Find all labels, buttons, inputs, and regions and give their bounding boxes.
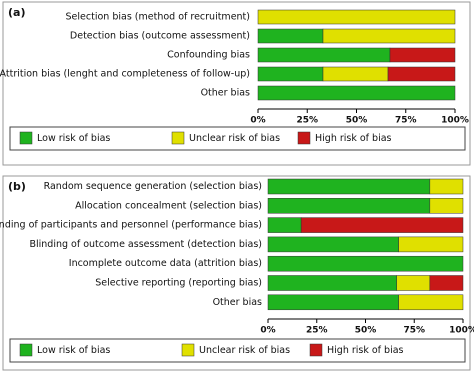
x-tick-label: 0% — [250, 116, 265, 126]
panel-label: (a) — [8, 6, 25, 19]
category-label: Blinding of participants and personnel (… — [0, 220, 262, 231]
legend-box — [9, 126, 466, 151]
bar-segment — [398, 294, 464, 311]
bar-segment — [398, 236, 464, 253]
panel-frame — [2, 175, 471, 371]
bar-segment — [429, 178, 464, 195]
bar-segment — [322, 66, 389, 82]
legend-swatch — [297, 131, 311, 145]
bar-segment — [257, 85, 456, 101]
panel-label: (b) — [8, 180, 26, 193]
legend-label: Low risk of bias — [37, 133, 110, 144]
bar-segment — [267, 255, 464, 272]
bar-segment — [429, 198, 464, 214]
category-label: Other bias — [201, 88, 250, 99]
legend-swatch — [19, 343, 33, 357]
category-label: Selection bias (method of recruitment) — [66, 12, 250, 23]
legend-label: High risk of bias — [327, 345, 404, 356]
bar-segment — [267, 178, 431, 195]
legend-label: Unclear risk of bias — [199, 345, 290, 356]
bar-segment — [267, 236, 399, 253]
bar-segment — [429, 275, 464, 291]
bar-segment — [387, 66, 456, 82]
legend-swatch — [171, 131, 185, 145]
bar-segment — [267, 217, 302, 233]
x-tick-label: 75% — [395, 116, 417, 126]
category-label: Allocation concealment (selection bias) — [75, 200, 262, 211]
category-label: Selective reporting (reporting bias) — [95, 278, 262, 289]
x-tick-label: 0% — [260, 326, 275, 336]
x-tick-label: 50% — [355, 326, 377, 336]
bar-segment — [267, 294, 399, 311]
legend-box — [9, 338, 466, 363]
x-tick-label: 100% — [441, 116, 469, 126]
bar-segment — [300, 217, 464, 233]
bar-segment — [257, 9, 456, 25]
bar-segment — [267, 275, 397, 291]
bar-segment — [257, 28, 324, 44]
bar-segment — [322, 28, 456, 44]
x-tick-label: 100% — [449, 326, 474, 336]
bar-segment — [257, 66, 324, 82]
legend-swatch — [19, 131, 33, 145]
legend-swatch — [309, 343, 323, 357]
bar-segment — [389, 47, 456, 63]
x-tick-label: 50% — [346, 116, 368, 126]
panel-frame — [2, 1, 471, 166]
category-label: Confounding bias — [167, 50, 250, 61]
category-label: Attrition bias (lenght and completeness … — [0, 69, 250, 80]
legend-swatch — [181, 343, 195, 357]
category-label: Detection bias (outcome assessment) — [70, 31, 250, 42]
category-label: Blinding of outcome assessment (detectio… — [29, 239, 262, 250]
category-label: Other bias — [213, 297, 262, 308]
legend-label: High risk of bias — [315, 133, 392, 144]
bar-segment — [396, 275, 431, 291]
category-label: Random sequence generation (selection bi… — [44, 181, 262, 192]
bar-segment — [257, 47, 391, 63]
category-label: Incomplete outcome data (attrition bias) — [69, 258, 262, 269]
bar-segment — [267, 198, 431, 214]
x-tick-label: 25% — [306, 326, 328, 336]
legend-label: Unclear risk of bias — [189, 133, 280, 144]
x-tick-label: 25% — [296, 116, 318, 126]
x-tick-label: 75% — [403, 326, 425, 336]
legend-label: Low risk of bias — [37, 345, 110, 356]
